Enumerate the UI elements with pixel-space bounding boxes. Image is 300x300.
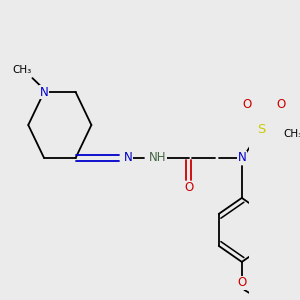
Text: O: O (237, 276, 246, 290)
Text: N: N (124, 152, 133, 164)
Text: NH: NH (149, 152, 166, 164)
Text: O: O (184, 182, 193, 194)
Text: CH₃: CH₃ (284, 129, 300, 139)
Text: O: O (276, 98, 286, 111)
Text: N: N (237, 152, 246, 164)
Text: O: O (242, 98, 251, 111)
Text: CH₃: CH₃ (13, 65, 32, 75)
Text: S: S (257, 123, 265, 136)
Text: N: N (40, 85, 48, 99)
